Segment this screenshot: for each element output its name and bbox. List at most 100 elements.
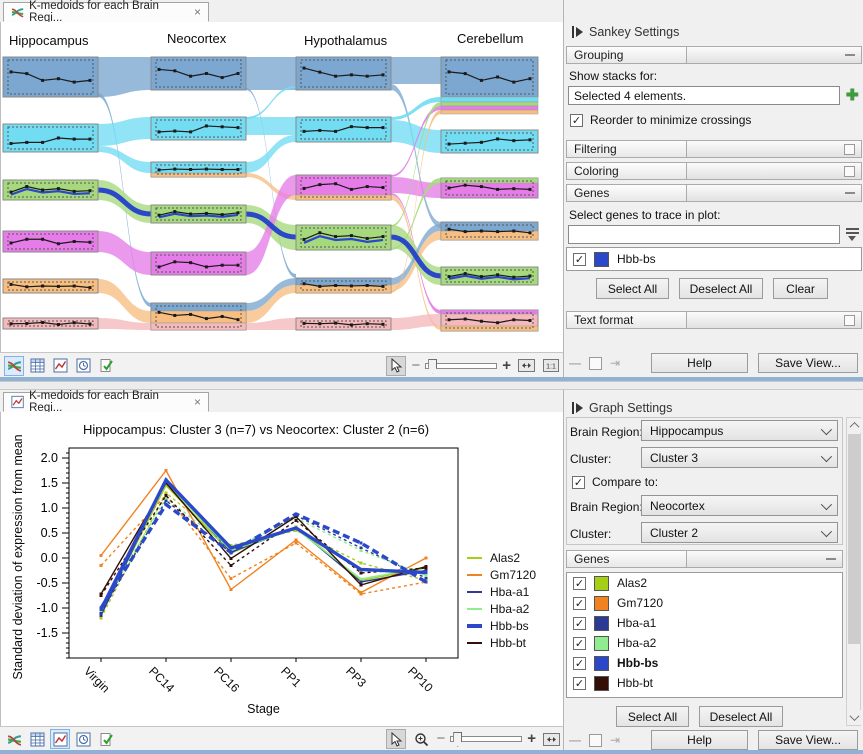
clear-button[interactable]: Clear: [773, 278, 828, 299]
collapse-icon[interactable]: [845, 192, 855, 194]
gene-search-input[interactable]: [568, 225, 840, 244]
gene-checkbox[interactable]: ✓: [573, 597, 586, 610]
cluster-dropdown[interactable]: Cluster 3: [641, 447, 838, 468]
tab-graph-view[interactable]: K-medoids for each Brain Regi... ×: [3, 392, 209, 412]
select-all-button[interactable]: Select All: [616, 706, 689, 727]
sankey-canvas[interactable]: Hippocampus Neocortex Hypothalamus Cereb…: [0, 22, 564, 352]
zoom-out-icon[interactable]: −: [411, 361, 420, 371]
horizontal-splitter[interactable]: [0, 381, 863, 390]
gene-row-hbb-bs[interactable]: ✓ Hbb-bs: [567, 653, 842, 673]
zoom-in-icon[interactable]: +: [527, 734, 536, 744]
sankey-diagram[interactable]: [1, 22, 564, 352]
scroll-down-icon[interactable]: [847, 710, 862, 725]
graph-settings-title-row[interactable]: Graph Settings: [564, 398, 863, 418]
deselect-all-button[interactable]: Deselect All: [679, 278, 763, 299]
collapse-icon[interactable]: [845, 54, 855, 56]
panel-expand-icon: [572, 402, 582, 414]
zoom-slider[interactable]: [425, 363, 497, 369]
reorder-checkbox[interactable]: ✓: [570, 114, 583, 127]
expand-icon[interactable]: [844, 166, 855, 177]
zoom-tool-icon[interactable]: [411, 729, 431, 749]
sankey-settings-title-row[interactable]: Sankey Settings: [564, 22, 863, 42]
gene-row-gm7120[interactable]: ✓ Gm7120: [567, 593, 842, 613]
gene-checkbox[interactable]: ✓: [573, 637, 586, 650]
select-all-button[interactable]: Select All: [596, 278, 669, 299]
minimize-panel-icon[interactable]: —: [569, 356, 581, 370]
brain-region-dropdown[interactable]: Hippocampus: [641, 420, 838, 441]
group-header-genes[interactable]: Genes: [566, 184, 862, 202]
brain-region2-dropdown[interactable]: Neocortex: [641, 495, 838, 516]
svg-text:0.5: 0.5: [41, 526, 58, 540]
float-panel-icon[interactable]: [589, 357, 602, 370]
group-header-genes[interactable]: Genes: [566, 550, 843, 568]
expand-icon[interactable]: [844, 315, 855, 326]
traced-gene-row[interactable]: ✓ Hbb-bs: [567, 248, 861, 270]
save-view-button[interactable]: Save View...: [758, 353, 858, 373]
tab-close-icon[interactable]: ×: [194, 395, 201, 409]
zoom-in-icon[interactable]: +: [502, 361, 511, 371]
scroll-up-icon[interactable]: [847, 418, 862, 433]
expand-icon[interactable]: [844, 144, 855, 155]
gene-row-hba-a1[interactable]: ✓ Hba-a1: [567, 613, 842, 633]
view-mode-sankey-icon[interactable]: [4, 729, 24, 749]
gene-label: Hbb-bt: [617, 676, 653, 690]
stacks-value-field[interactable]: [568, 86, 840, 105]
dropdown-value: Cluster 2: [650, 526, 698, 540]
zoom-slider-thumb[interactable]: [453, 732, 462, 747]
chart-title: Hippocampus: Cluster 3 (n=7) vs Neocorte…: [26, 422, 486, 437]
view-mode-element-info-icon[interactable]: [96, 729, 116, 749]
pointer-tool-icon[interactable]: [386, 356, 406, 376]
fit-width-icon[interactable]: [541, 729, 561, 749]
view-mode-graph-icon[interactable]: [50, 729, 70, 749]
view-mode-history-icon[interactable]: [73, 356, 93, 376]
view-mode-table-icon[interactable]: [27, 729, 47, 749]
zoom-out-icon[interactable]: −: [436, 734, 445, 744]
svg-text:1.0: 1.0: [41, 501, 58, 515]
scrollbar-thumb[interactable]: [848, 434, 860, 644]
gene-checkbox[interactable]: ✓: [573, 577, 586, 590]
gene-checkbox[interactable]: ✓: [573, 677, 586, 690]
group-header-text-format[interactable]: Text format: [566, 311, 862, 329]
add-elements-icon[interactable]: ✚: [846, 89, 859, 103]
gene-row-hba-a2[interactable]: ✓ Hba-a2: [567, 633, 842, 653]
dock-panel-icon[interactable]: ⇥: [610, 356, 620, 370]
zoom-100-icon[interactable]: 1:1: [541, 356, 561, 376]
minimize-panel-icon[interactable]: —: [569, 733, 581, 747]
zoom-slider[interactable]: [450, 736, 522, 742]
filter-icon[interactable]: [845, 228, 860, 242]
help-button[interactable]: Help: [651, 353, 748, 373]
gene-checkbox[interactable]: ✓: [573, 617, 586, 630]
line-chart-canvas[interactable]: Hippocampus: Cluster 3 (n=7) vs Neocorte…: [0, 412, 564, 726]
collapse-icon[interactable]: [826, 558, 836, 560]
gene-row-alas2[interactable]: ✓ Alas2: [567, 573, 842, 593]
settings-scrollbar[interactable]: [846, 417, 861, 726]
group-header-grouping[interactable]: Grouping: [566, 46, 862, 64]
help-button[interactable]: Help: [651, 730, 748, 750]
gene-row-hbb-bt[interactable]: ✓ Hbb-bt: [567, 673, 842, 693]
deselect-all-button[interactable]: Deselect All: [699, 706, 783, 727]
compare-to-checkbox[interactable]: ✓: [572, 476, 585, 489]
gene-checkbox[interactable]: ✓: [573, 253, 586, 266]
cluster2-dropdown[interactable]: Cluster 2: [641, 522, 838, 543]
view-mode-table-icon[interactable]: [27, 356, 47, 376]
pointer-tool-icon[interactable]: [386, 729, 406, 749]
dock-panel-icon[interactable]: ⇥: [610, 733, 620, 747]
view-mode-element-info-icon[interactable]: [96, 356, 116, 376]
group-label: Genes: [574, 552, 609, 566]
tab-close-icon[interactable]: ×: [194, 5, 201, 19]
tab-title: K-medoids for each Brain Regi...: [29, 0, 185, 24]
view-mode-sankey-icon[interactable]: [4, 356, 24, 376]
group-header-filtering[interactable]: Filtering: [566, 140, 862, 158]
save-view-button[interactable]: Save View...: [758, 730, 858, 750]
chevron-down-icon: [821, 498, 832, 509]
float-panel-icon[interactable]: [589, 734, 602, 747]
zoom-slider-thumb[interactable]: [428, 359, 437, 374]
dropdown-value: Hippocampus: [650, 424, 723, 438]
fit-width-icon[interactable]: [516, 356, 536, 376]
gene-checkbox[interactable]: ✓: [573, 657, 586, 670]
group-header-coloring[interactable]: Coloring: [566, 162, 862, 180]
gene-label: Hba-a2: [617, 636, 656, 650]
view-mode-history-icon[interactable]: [73, 729, 93, 749]
view-mode-graph-icon[interactable]: [50, 356, 70, 376]
tab-sankey-view[interactable]: K-medoids for each Brain Regi... ×: [3, 2, 209, 22]
